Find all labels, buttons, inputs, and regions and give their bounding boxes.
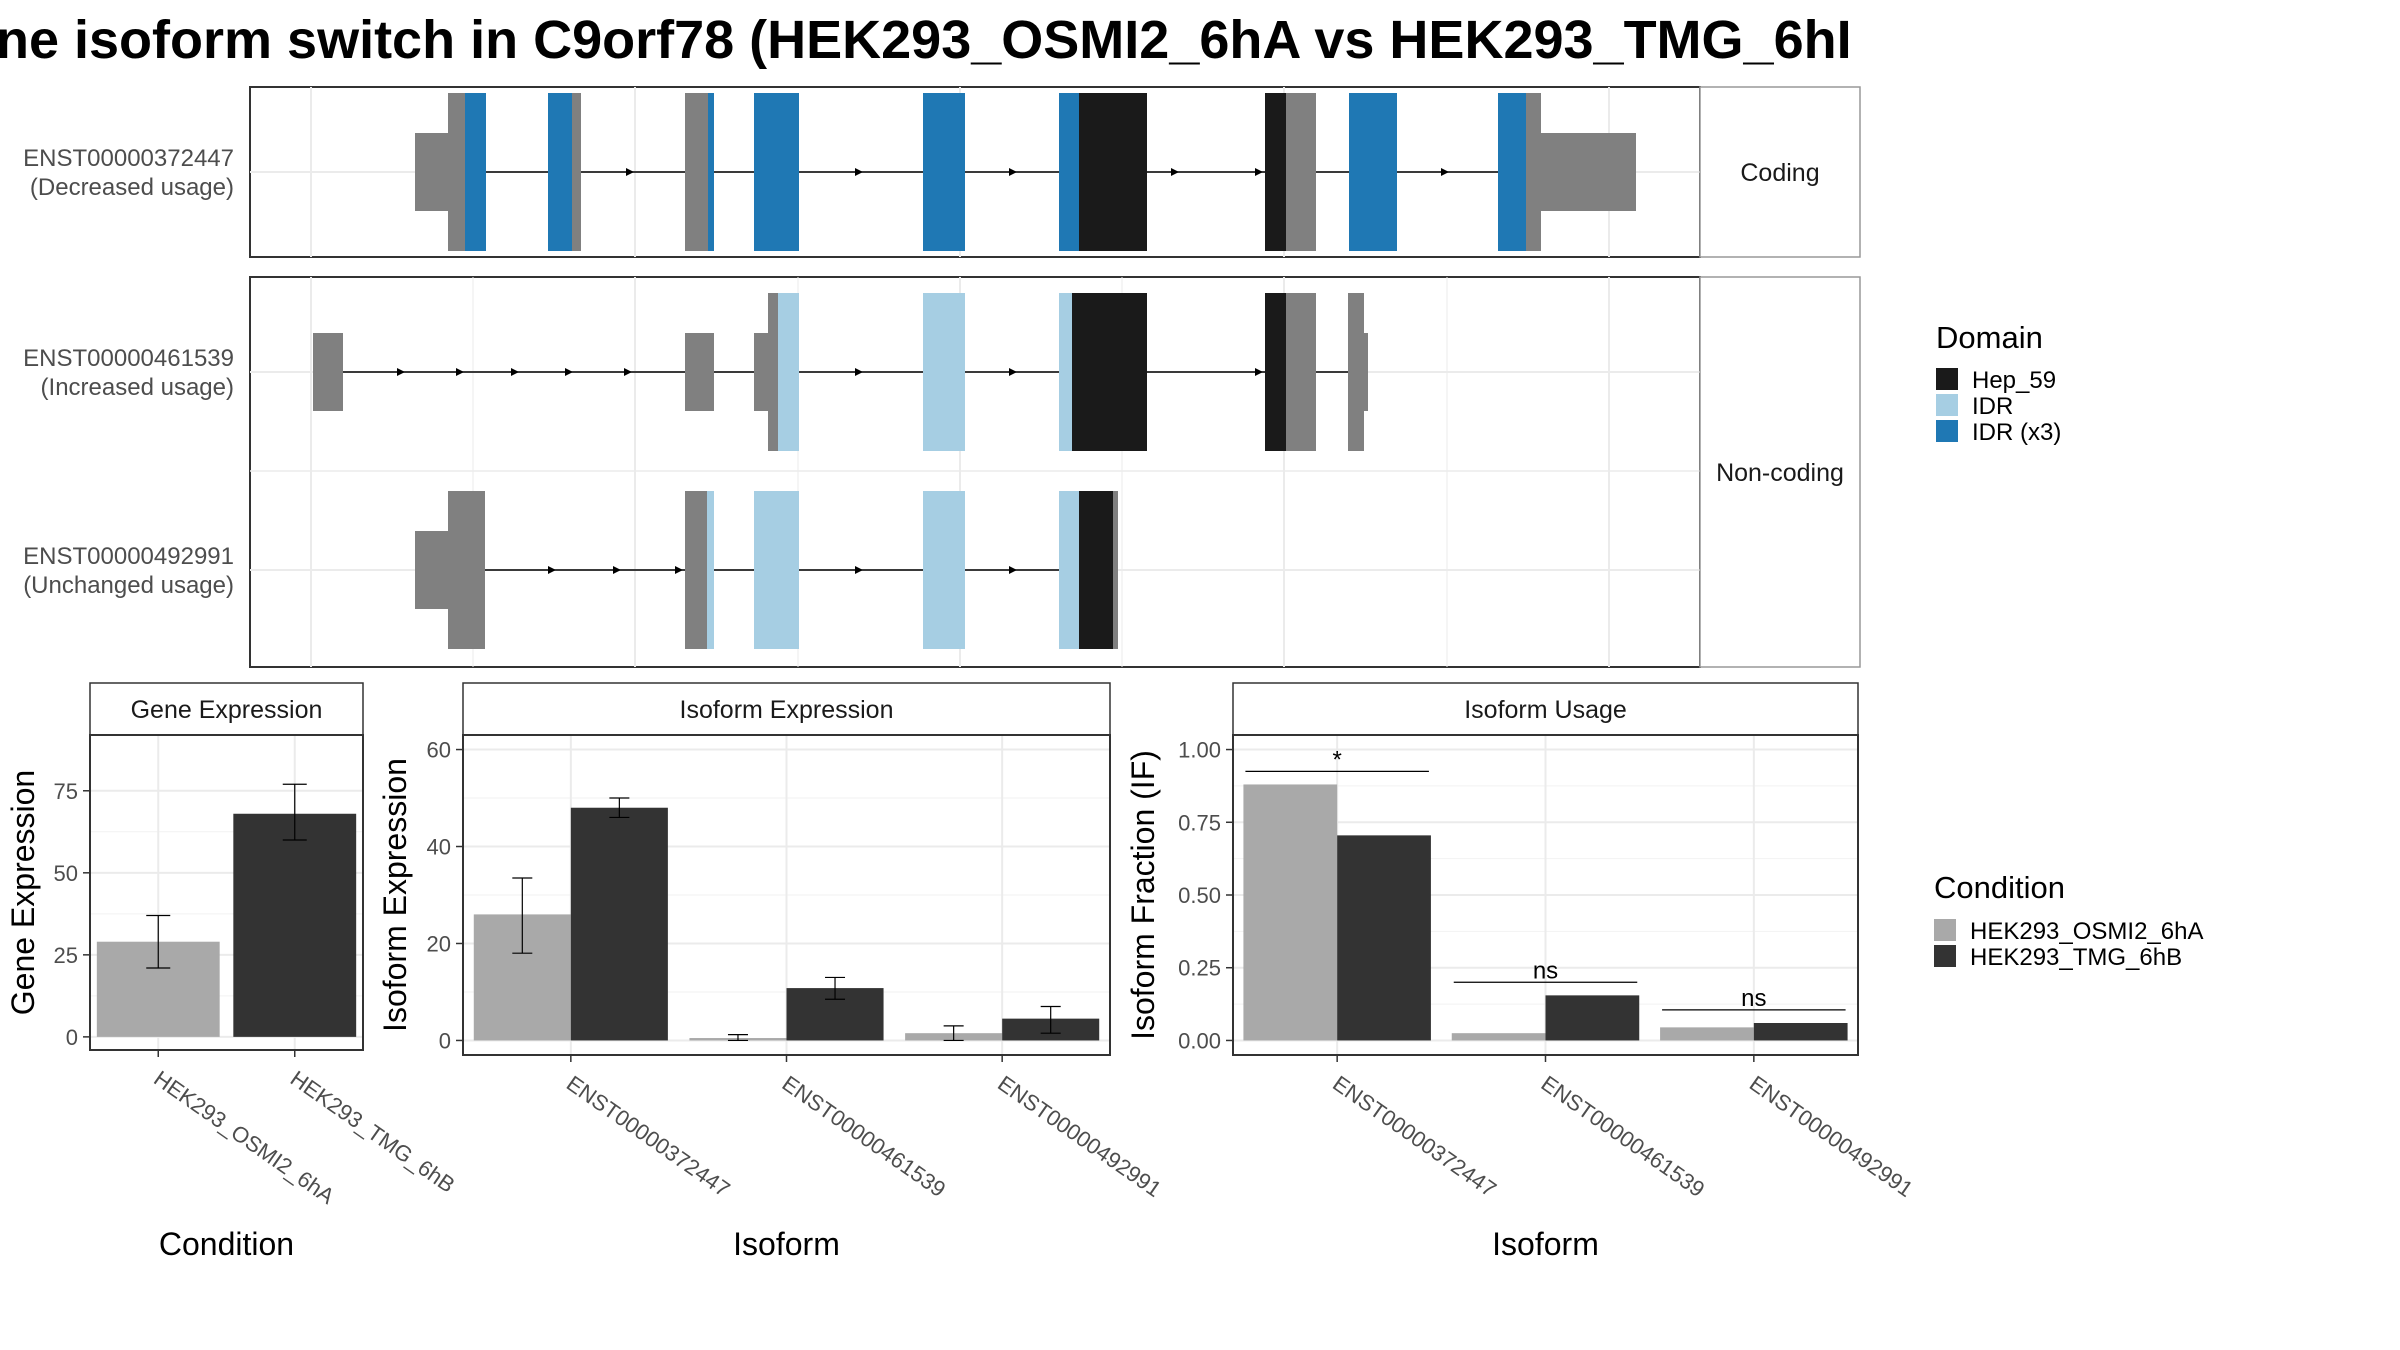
bar	[1660, 1027, 1754, 1041]
panel-border	[89, 734, 364, 1051]
legend-swatch-idr	[1936, 394, 1958, 416]
y-tick-label: 1.00	[1178, 738, 1221, 763]
bar	[1243, 784, 1338, 1041]
domain-legend-title: Domain	[1936, 320, 2043, 355]
y-tick-label: 0	[439, 1028, 451, 1053]
isoform-note-enst00000492991: (Unchanged usage)	[23, 572, 234, 599]
significance-label: ns	[1533, 957, 1558, 984]
x-tick-label: ENST00000461539	[778, 1071, 951, 1202]
figure-title: ne isoform switch in C9orf78 (HEK293_OSM…	[0, 10, 1852, 70]
panel-title: Isoform Usage	[1464, 696, 1627, 724]
x-axis-title: Isoform	[1492, 1226, 1599, 1262]
legend-label-cond2: HEK293_TMG_6hB	[1970, 944, 2182, 971]
structure-panel-coding: Coding	[249, 86, 1861, 258]
legend-label-cond1: HEK293_OSMI2_6hA	[1970, 918, 2203, 945]
x-tick-label: ENST00000492991	[993, 1071, 1166, 1202]
bar	[1545, 995, 1640, 1041]
y-tick-label: 0.50	[1178, 883, 1221, 908]
panel-strip	[1232, 682, 1859, 736]
y-tick-label: 0	[66, 1025, 78, 1050]
significance-label: ns	[1741, 985, 1766, 1012]
legend-swatch-hep59	[1936, 368, 1958, 390]
bar	[1337, 835, 1431, 1041]
legend-label-idr: IDR	[1972, 393, 2013, 420]
bar	[1451, 1033, 1546, 1041]
transcript-track-enst00000461539	[313, 293, 1368, 451]
x-tick-label: ENST00000461539	[1537, 1071, 1710, 1202]
domain-legend: Domain Hep_59 IDR IDR (x3)	[1936, 320, 2061, 446]
x-axis-title: Isoform	[733, 1226, 840, 1262]
bar	[1753, 1023, 1848, 1041]
isoform-label-enst00000372447: ENST00000372447	[23, 145, 234, 172]
y-tick-label: 50	[54, 861, 78, 886]
isoform-expression-chart: Isoform Expression 0 20 40 60 ENST00000372447…	[377, 682, 1166, 1262]
y-tick-label: 75	[54, 779, 78, 804]
condition-legend: Condition HEK293_OSMI2_6hA HEK293_TMG_6h…	[1934, 870, 2203, 971]
strip-noncoding	[1699, 276, 1861, 668]
legend-label-idr3: IDR (x3)	[1972, 419, 2061, 446]
isoform-label-enst00000492991: ENST00000492991	[23, 543, 234, 570]
x-tick-label: ENST00000492991	[1745, 1071, 1918, 1202]
y-tick-label: 60	[427, 738, 451, 763]
y-tick-label: 0.00	[1178, 1028, 1221, 1053]
panel-title: Gene Expression	[131, 696, 323, 724]
bar	[570, 807, 668, 1041]
isoform-usage-chart: Isoform Usage 0.00 0.25 0.50 0.75 1.00 * ns ns EN…	[1125, 682, 1918, 1262]
x-tick-label: ENST00000372447	[1328, 1071, 1501, 1202]
strip-label-noncoding: Non-coding	[1716, 459, 1844, 487]
y-axis-title: Isoform Expression	[377, 758, 413, 1032]
significance-label: *	[1332, 746, 1341, 773]
isoform-note-enst00000461539: (Increased usage)	[41, 374, 234, 401]
strip-label-coding: Coding	[1740, 159, 1819, 187]
legend-swatch-cond1	[1934, 919, 1956, 941]
y-tick-label: 20	[427, 931, 451, 956]
structure-panel-noncoding: Non-coding	[249, 276, 1861, 668]
x-axis-title: Condition	[159, 1226, 294, 1262]
x-tick-label: ENST00000372447	[562, 1071, 735, 1202]
y-axis-title: Isoform Fraction (IF)	[1125, 750, 1161, 1040]
y-axis-title: Gene Expression	[5, 770, 41, 1015]
strip-coding	[1699, 86, 1861, 258]
panel-title: Isoform Expression	[680, 696, 894, 724]
y-tick-label: 0.75	[1178, 810, 1221, 835]
legend-swatch-idr3	[1936, 420, 1958, 442]
bar	[233, 813, 357, 1037]
y-tick-label: 0.25	[1178, 956, 1221, 981]
isoform-note-enst00000372447: (Decreased usage)	[30, 174, 234, 201]
transcript-track-enst00000372447	[415, 93, 1636, 251]
isoform-label-enst00000461539: ENST00000461539	[23, 345, 234, 372]
legend-swatch-cond2	[1934, 945, 1956, 967]
y-tick-label: 40	[427, 835, 451, 860]
legend-label-hep59: Hep_59	[1972, 367, 2056, 394]
y-tick-label: 25	[54, 943, 78, 968]
transcript-track-enst00000492991	[415, 491, 1118, 649]
panel-strip	[462, 682, 1111, 736]
condition-legend-title: Condition	[1934, 870, 2065, 905]
